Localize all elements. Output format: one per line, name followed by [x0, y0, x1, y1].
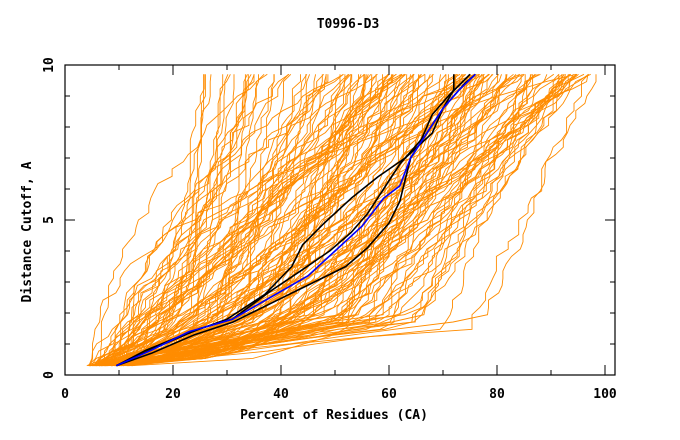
background-model-curve: [113, 74, 346, 367]
x-tick-label: 80: [489, 387, 505, 402]
background-model-curve: [111, 73, 539, 367]
background-model-curve: [89, 74, 532, 367]
background-model-curve: [125, 73, 344, 366]
background-model-curve: [91, 74, 205, 367]
background-model-curve: [98, 73, 490, 367]
background-model-curve: [99, 74, 522, 367]
background-model-curve: [113, 73, 344, 366]
x-tick-label: 40: [273, 387, 289, 402]
background-model-curve: [90, 73, 403, 366]
background-model-curve: [127, 74, 394, 367]
background-model-curve: [104, 74, 431, 367]
background-model-curve: [97, 74, 353, 367]
x-tick-label: 20: [165, 387, 181, 402]
background-model-curve: [129, 74, 483, 367]
background-model-curve: [89, 73, 563, 367]
background-model-curve: [124, 74, 350, 367]
highlight-curves: [115, 73, 476, 367]
background-model-curve: [111, 73, 479, 367]
background-model-curve: [105, 74, 447, 367]
background-model-curve: [111, 74, 414, 367]
background-model-curve: [118, 73, 494, 367]
background-model-curves: [86, 73, 597, 367]
background-model-curve: [93, 74, 205, 367]
tick-labels: 0 20 40 60 80 100 0 5 10: [42, 57, 617, 402]
background-model-curve: [110, 74, 362, 367]
background-model-curve: [123, 74, 327, 367]
background-model-curve: [96, 74, 481, 367]
tick-marks: [64, 64, 615, 376]
background-model-curve: [104, 74, 476, 367]
x-tick-label: 100: [593, 387, 617, 402]
background-model-curve: [118, 74, 421, 367]
background-model-curve: [94, 74, 508, 367]
background-model-curve: [122, 74, 246, 367]
background-model-curve: [100, 73, 591, 367]
y-tick-label: 10: [42, 57, 57, 73]
background-model-curve: [119, 74, 212, 367]
background-model-curve: [95, 73, 265, 366]
background-model-curve: [113, 74, 493, 367]
x-axis-label: Percent of Residues (CA): [240, 408, 428, 423]
background-model-curve: [96, 74, 414, 367]
background-model-curve: [89, 73, 349, 367]
background-model-curve: [131, 74, 589, 367]
background-model-curve: [120, 74, 367, 367]
background-model-curve: [120, 74, 419, 367]
background-model-curve: [96, 73, 565, 367]
y-axis-label: Distance Cutoff, A: [20, 161, 35, 302]
background-model-curve: [89, 74, 526, 367]
x-tick-label: 0: [61, 387, 69, 402]
background-model-curve: [117, 74, 327, 367]
background-model-curve: [123, 74, 275, 367]
background-model-curve: [88, 74, 259, 367]
y-tick-label: 5: [42, 216, 57, 224]
background-model-curve: [115, 73, 490, 367]
chart-title: T0996-D3: [317, 17, 380, 32]
background-model-curve: [95, 74, 456, 367]
background-model-curve: [115, 74, 426, 367]
background-model-curve: [118, 73, 405, 366]
background-model-curve: [122, 74, 597, 367]
background-model-curve: [124, 74, 248, 367]
background-model-curve: [115, 74, 359, 367]
background-model-curve: [122, 73, 485, 366]
background-model-curve: [121, 73, 407, 367]
background-model-curve: [120, 73, 378, 366]
background-model-curve: [89, 73, 415, 366]
series-selected-model: [115, 73, 476, 367]
background-model-curve: [103, 74, 520, 367]
background-model-curve: [105, 73, 590, 367]
background-model-curve: [104, 73, 477, 366]
x-tick-label: 60: [381, 387, 397, 402]
background-model-curve: [101, 74, 574, 367]
background-model-curve: [103, 73, 397, 367]
background-model-curve: [95, 74, 456, 367]
background-model-curve: [98, 74, 459, 367]
background-model-curve: [105, 73, 541, 367]
background-model-curve: [97, 73, 579, 367]
background-model-curve: [121, 73, 397, 367]
background-model-curve: [117, 73, 536, 367]
background-model-curve: [88, 73, 577, 366]
background-model-curve: [117, 74, 352, 367]
background-model-curve: [100, 74, 447, 366]
background-model-curve: [91, 73, 578, 367]
y-tick-label: 0: [42, 371, 57, 379]
background-model-curve: [125, 74, 502, 367]
